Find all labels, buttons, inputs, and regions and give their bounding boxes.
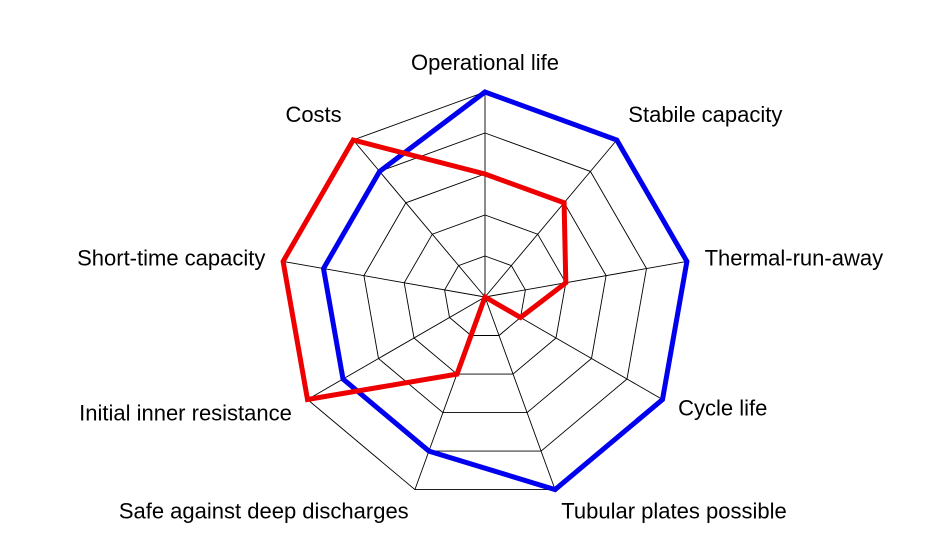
axis-label: Cycle life <box>678 396 767 421</box>
series-line-1 <box>320 89 690 493</box>
series-layer <box>280 89 690 493</box>
axis-spoke <box>283 260 486 298</box>
axis-label: Stabile capacity <box>628 102 782 127</box>
axis-spoke <box>484 139 618 298</box>
series-line-2 <box>280 137 569 403</box>
axis-label: Thermal-run-away <box>705 245 884 270</box>
axis-label: Initial inner resistance <box>79 401 292 426</box>
axis-labels: Operational life Stabile capacity Thermal-… <box>77 50 883 524</box>
axis-label: Operational life <box>411 50 559 75</box>
axis-spoke <box>484 296 556 490</box>
axis-spoke <box>484 260 687 298</box>
axis-label: Costs <box>285 102 341 127</box>
grid-ring <box>444 255 526 336</box>
axis-spoke <box>307 296 486 400</box>
axis-label: Short-time capacity <box>77 245 265 270</box>
axis-label: Safe against deep discharges <box>119 499 409 524</box>
axis-label: Tubular plates possible <box>561 499 786 524</box>
grid-ring <box>363 173 607 414</box>
grid-ring <box>403 214 567 375</box>
axis-spoke <box>352 139 486 298</box>
